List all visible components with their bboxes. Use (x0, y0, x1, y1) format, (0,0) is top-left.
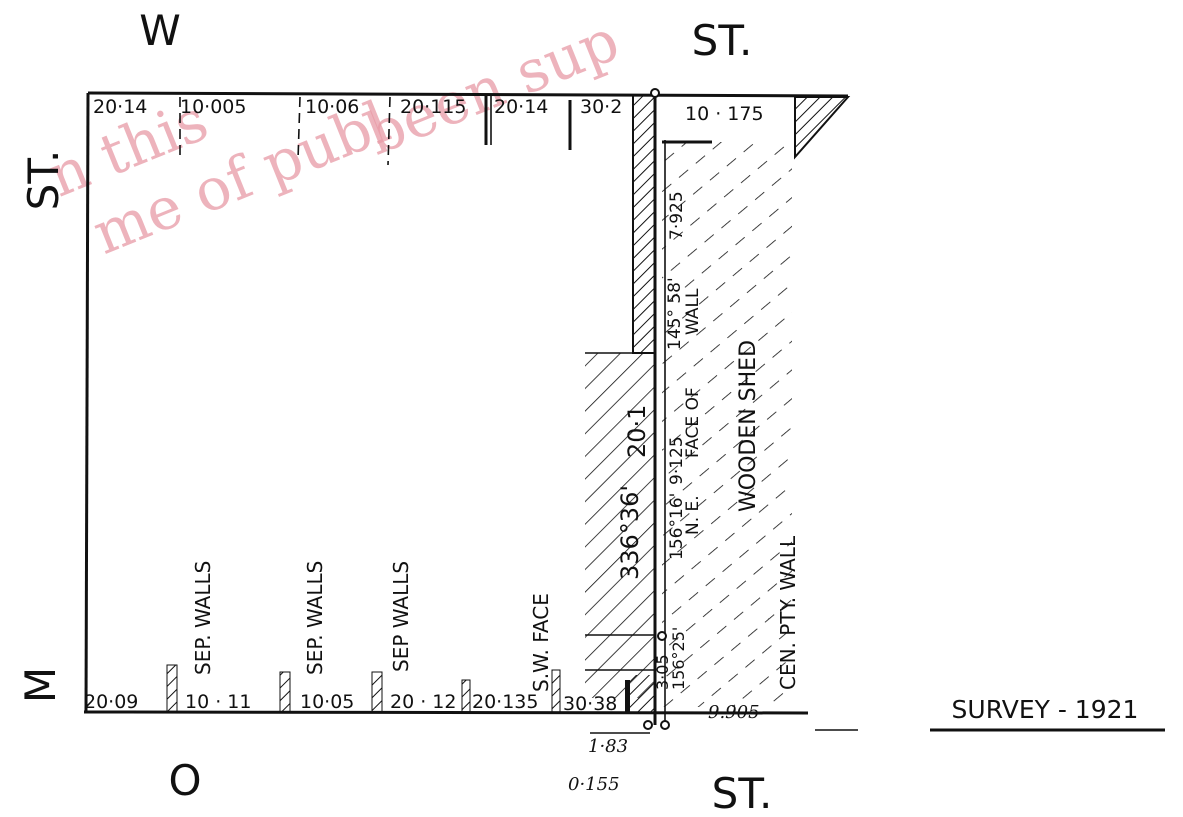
measurement: 10 · 11 (185, 691, 251, 713)
measurement: 30·38 (563, 693, 617, 715)
measurement: 10·05 (300, 691, 354, 713)
hatching (585, 94, 851, 712)
measurement: 20·115 (400, 96, 466, 118)
note: 7·925 (667, 191, 687, 240)
watermark: n this me of publ been sup (39, 6, 628, 268)
street-label: W (139, 6, 181, 55)
street-label: M (16, 667, 65, 703)
note: N. E. (683, 495, 703, 535)
offset: 0·155 (568, 774, 620, 795)
note: 336°36' (616, 485, 644, 580)
measurement: 20·09 (84, 691, 138, 713)
street-label: ST. (19, 150, 68, 211)
note: 20·1 (623, 405, 651, 458)
measurement: 20·14 (494, 96, 548, 118)
measurement: 10·06 (305, 96, 359, 118)
note: SEP WALLS (389, 561, 413, 672)
offset: 1·83 (588, 736, 628, 757)
note: 145° 58' (665, 277, 685, 350)
note: 156°25' (669, 627, 688, 690)
wall-ticks (166, 95, 630, 713)
note: CEN. PTY. WALL (776, 535, 800, 690)
note: WALL (683, 288, 703, 335)
vertical-notes: SEP. WALLS SEP. WALLS SEP WALLS S.W. FAC… (191, 191, 800, 692)
note: SEP. WALLS (191, 561, 215, 675)
street-label: ST. (692, 16, 753, 65)
measurement: 10 · 175 (685, 103, 764, 125)
note: WOODEN SHED (736, 340, 761, 512)
note: SEP. WALLS (303, 561, 327, 675)
measurement: 20·135 (472, 691, 538, 713)
measurement: 9.905 (708, 702, 760, 723)
watermark-text: been sup (356, 6, 628, 169)
measurement: 30·2 (580, 96, 622, 118)
measurement: 20·14 (93, 96, 147, 118)
note: 9·125 (667, 436, 687, 485)
note: 3·05 (653, 654, 672, 690)
street-label: ST. (712, 769, 773, 817)
street-label: O (168, 756, 201, 805)
note: FACE OF (683, 387, 703, 458)
survey-label: SURVEY - 1921 (952, 695, 1139, 724)
measurement: 20 · 12 (390, 691, 456, 713)
note: S.W. FACE (529, 593, 553, 692)
measurement: 10·005 (180, 96, 246, 118)
boundaries (83, 88, 1165, 734)
note: 156°16' (667, 493, 687, 560)
